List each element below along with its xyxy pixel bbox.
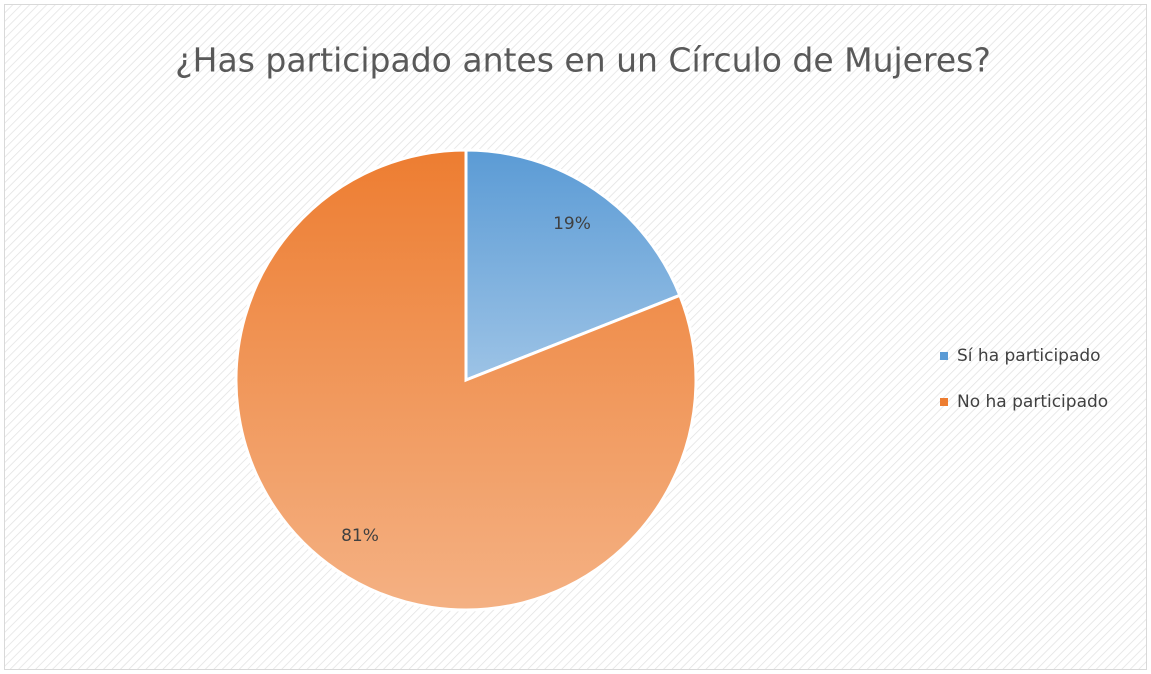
pie-slice bbox=[234, 148, 698, 612]
data-label: 19% bbox=[553, 214, 591, 234]
data-label: 81% bbox=[341, 526, 379, 546]
legend-label: No ha participado bbox=[957, 392, 1108, 412]
pie-slice bbox=[464, 148, 682, 383]
chart-title: ¿Has participado antes en un Círculo de … bbox=[175, 41, 991, 80]
legend-label: Sí ha participado bbox=[957, 346, 1101, 366]
legend-marker bbox=[940, 352, 948, 360]
legend-marker bbox=[940, 398, 948, 406]
